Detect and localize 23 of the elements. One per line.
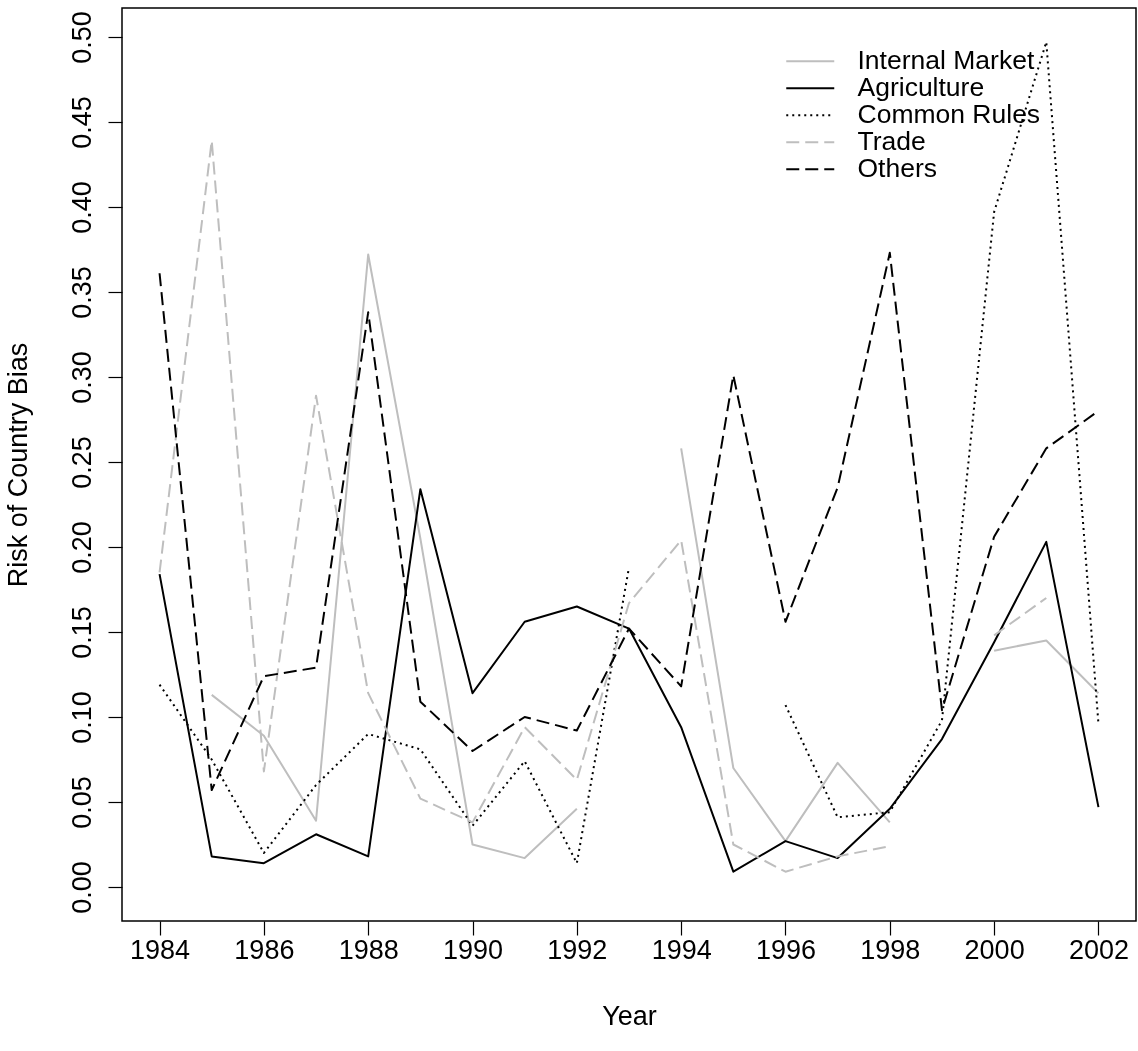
x-tick-label: 1992 [547,934,608,965]
y-tick-label: 0.35 [66,266,97,319]
y-tick-label: 0.05 [66,776,97,829]
x-tick-label: 1998 [860,934,921,965]
y-tick-label: 0.30 [66,351,97,404]
y-tick-label: 0.10 [66,691,97,744]
y-axis-title: Risk of Country Bias [2,342,33,588]
x-tick-label: 1994 [651,934,712,965]
y-tick-label: 0.50 [66,11,97,64]
x-tick-label: 1990 [442,934,504,965]
x-tick-label: 2000 [964,934,1025,965]
y-tick-label: 0.15 [66,606,97,659]
x-tick-label: 1996 [755,934,817,965]
x-axis-title: Year [602,1000,657,1031]
x-tick-label: 2002 [1068,934,1129,965]
x-tick-label: 1986 [234,934,295,965]
y-tick-label: 0.20 [66,521,97,574]
y-tick-label: 0.25 [66,436,97,489]
x-tick-label: 1984 [130,934,191,965]
x-tick-label: 1988 [338,934,399,965]
y-tick-label: 0.45 [66,96,97,149]
y-tick-label: 0.40 [66,181,97,234]
y-tick-label: 0.00 [66,861,97,914]
